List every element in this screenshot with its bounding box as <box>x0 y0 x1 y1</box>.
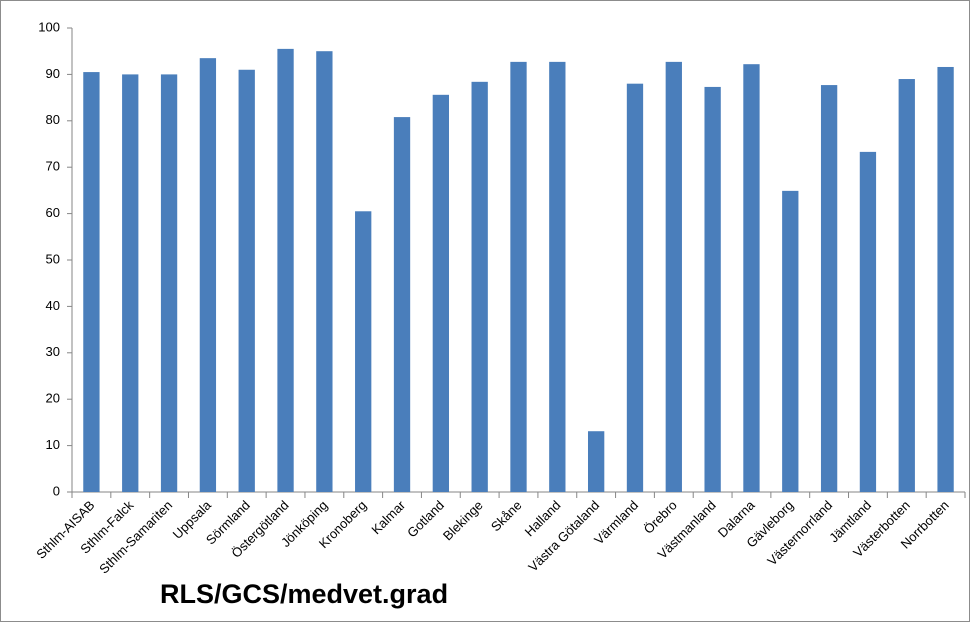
bar <box>549 61 566 492</box>
bar <box>704 86 721 492</box>
bar <box>626 83 644 493</box>
bar <box>316 51 333 492</box>
bar <box>160 74 178 493</box>
bar <box>199 58 217 492</box>
y-tick-label: 0 <box>53 483 60 498</box>
bar <box>238 69 255 492</box>
bar <box>122 74 139 493</box>
y-tick-label: 20 <box>46 391 60 406</box>
y-tick-label: 90 <box>46 66 60 81</box>
y-tick-label: 10 <box>46 437 60 452</box>
bar <box>432 94 450 492</box>
y-tick-label: 40 <box>46 298 60 313</box>
bar <box>743 64 760 492</box>
y-tick-label: 70 <box>46 159 60 174</box>
bar <box>820 85 838 493</box>
y-tick-label: 80 <box>46 112 60 127</box>
y-tick-label: 50 <box>46 251 60 266</box>
bar <box>782 190 799 492</box>
bar <box>471 81 488 492</box>
y-tick-label: 100 <box>38 19 60 34</box>
bar <box>898 79 915 492</box>
bar <box>937 66 954 492</box>
bar <box>277 48 294 492</box>
bar <box>393 117 411 492</box>
bar <box>510 61 527 492</box>
bar <box>665 61 682 492</box>
bar <box>859 151 877 492</box>
bar <box>355 211 372 492</box>
y-tick-label: 30 <box>46 344 60 359</box>
chart-title: RLS/GCS/medvet.grad <box>160 579 448 609</box>
bar <box>587 431 605 492</box>
bar <box>83 72 100 492</box>
y-tick-label: 60 <box>46 205 60 220</box>
